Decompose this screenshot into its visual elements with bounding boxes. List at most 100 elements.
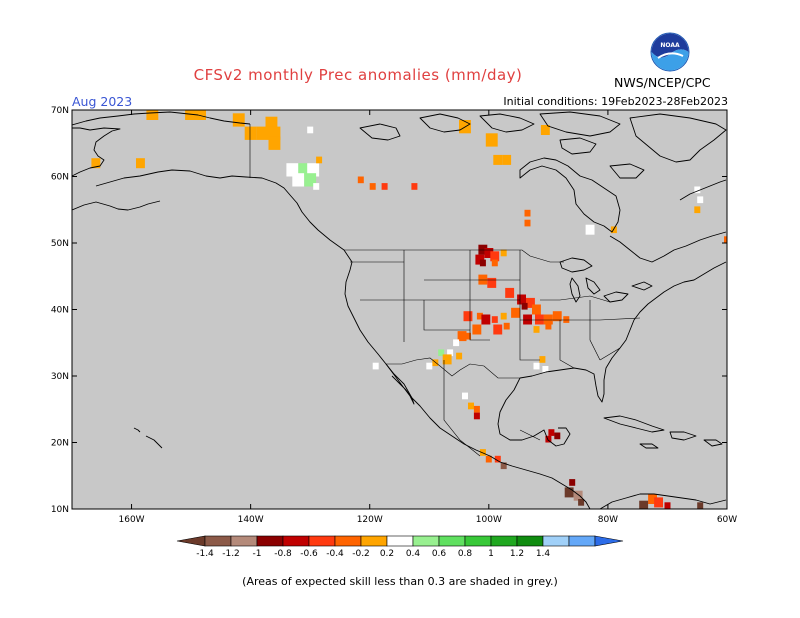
anomaly-cell: [500, 249, 507, 257]
colorbar-bin: [204, 535, 232, 547]
anomaly-cell: [91, 158, 101, 169]
anomaly-cell: [542, 366, 549, 373]
lon-tick-label: 140W: [238, 515, 264, 525]
anomaly-cell: [487, 277, 497, 288]
anomaly-cell: [563, 316, 570, 323]
anomaly-cell: [438, 349, 445, 357]
colorbar-bin: [176, 535, 206, 547]
anomaly-cell: [543, 314, 553, 325]
lat-tick-label: 20N: [51, 439, 69, 449]
colorbar-bin: [308, 535, 336, 547]
anomaly-cell: [476, 312, 483, 320]
colorbar-label: -0.8: [274, 549, 292, 559]
colorbar-label: -1.4: [196, 549, 214, 559]
lat-tick-label: 50N: [51, 239, 69, 249]
colorbar-bin: [516, 535, 544, 547]
colorbar-bin: [334, 535, 362, 547]
lat-tick-label: 10N: [51, 505, 69, 515]
masked-area: [72, 110, 727, 509]
anomaly-cell: [523, 314, 532, 325]
colorbar-label: 0.6: [432, 549, 447, 559]
anomaly-cell: [479, 449, 486, 456]
anomaly-cell: [493, 324, 503, 335]
anomaly-cell: [473, 412, 480, 420]
anomaly-cell: [521, 302, 528, 310]
anomaly-cell: [479, 259, 486, 267]
anomaly-cell: [485, 133, 498, 147]
anomaly-cell: [639, 500, 649, 509]
anomaly-cell: [539, 356, 546, 363]
anomaly-cell: [268, 136, 281, 150]
noaa-logo-text: NOAA: [660, 42, 680, 49]
anomaly-cell: [298, 163, 311, 177]
colorbar: -1.4 -1.2 -1 -0.8 -0.6 -0.4 -0.2 0.2 0.4 0.6 0.8 1 1…: [176, 535, 624, 559]
anomaly-cell: [578, 499, 585, 506]
anomaly-cell: [484, 248, 494, 258]
anomaly-cell: [535, 314, 544, 325]
anomaly-cell: [485, 455, 492, 463]
anomaly-cell: [493, 154, 503, 165]
anomaly-cell: [533, 362, 540, 370]
anomaly-cell: [500, 462, 507, 470]
anomaly-cell: [491, 259, 498, 267]
anomaly-cell: [548, 429, 555, 436]
anomaly-cell: [481, 314, 491, 325]
anomaly-cell: [447, 349, 454, 357]
anomaly-cell: [372, 362, 379, 370]
anomaly-cell: [610, 226, 617, 234]
anomaly-cell: [573, 490, 583, 501]
anomaly-cell: [307, 163, 320, 177]
anomaly-cell: [304, 173, 317, 187]
anomaly-cell: [357, 176, 364, 184]
anomaly-cell: [526, 297, 535, 308]
latitude-ticks: 70N 60N 50N 40N 30N 20N 10N: [51, 106, 727, 515]
anomaly-cell: [552, 311, 562, 322]
lon-tick-label: 60W: [717, 515, 737, 525]
anomaly-cell: [286, 163, 299, 177]
colorbar-label: -0.4: [326, 549, 344, 559]
anomaly-cell: [697, 196, 704, 204]
anomaly-cell: [564, 487, 574, 498]
anomaly-cell: [533, 326, 540, 333]
anomaly-cell: [505, 287, 515, 298]
anomaly-cell: [456, 352, 463, 360]
colorbar-label: -0.2: [352, 549, 370, 559]
anomaly-cell: [442, 354, 452, 365]
anomaly-cell: [694, 206, 701, 214]
anomaly-cell: [136, 158, 145, 169]
anomaly-cell: [468, 402, 474, 410]
anomaly-cell: [244, 126, 257, 140]
colorbar-bin: [386, 535, 414, 547]
colorbar-bin: [360, 535, 388, 547]
colorbar-bin: [438, 535, 466, 547]
anomaly-cell: [494, 455, 501, 463]
anomaly-cell: [697, 502, 704, 509]
anomaly-cell: [524, 219, 531, 227]
anomaly-cell: [502, 154, 512, 165]
anomaly-cell: [500, 312, 507, 320]
anomaly-cell: [453, 339, 460, 347]
anomaly-cell: [585, 224, 595, 235]
longitude-ticks: 160W 140W 120W 100W 80W 60W: [119, 110, 737, 525]
anomaly-cell: [664, 502, 671, 509]
noaa-logo: NOAA: [650, 32, 690, 72]
colorbar-label: 1.2: [510, 549, 524, 559]
colorbar-label: 0.8: [458, 549, 473, 559]
anomaly-cell: [694, 186, 701, 194]
anomaly-cell: [490, 251, 500, 262]
anomaly-cell: [411, 183, 418, 190]
colorbar-label: 1: [488, 549, 494, 559]
anomaly-cell: [724, 236, 727, 243]
coastlines: [72, 111, 727, 509]
anomaly-cell: [478, 274, 488, 285]
colorbar-label: -1.2: [222, 549, 240, 559]
anomaly-cell: [316, 156, 323, 164]
forecast-month: Aug 2023: [72, 94, 133, 109]
map-title: CFSv2 monthly Prec anomalies (mm/day): [193, 66, 523, 84]
anomaly-cell: [511, 307, 520, 318]
colorbar-label: 0.4: [406, 549, 421, 559]
anomaly-cell: [426, 362, 433, 370]
lon-tick-label: 120W: [357, 515, 383, 525]
lat-tick-label: 30N: [51, 372, 69, 382]
